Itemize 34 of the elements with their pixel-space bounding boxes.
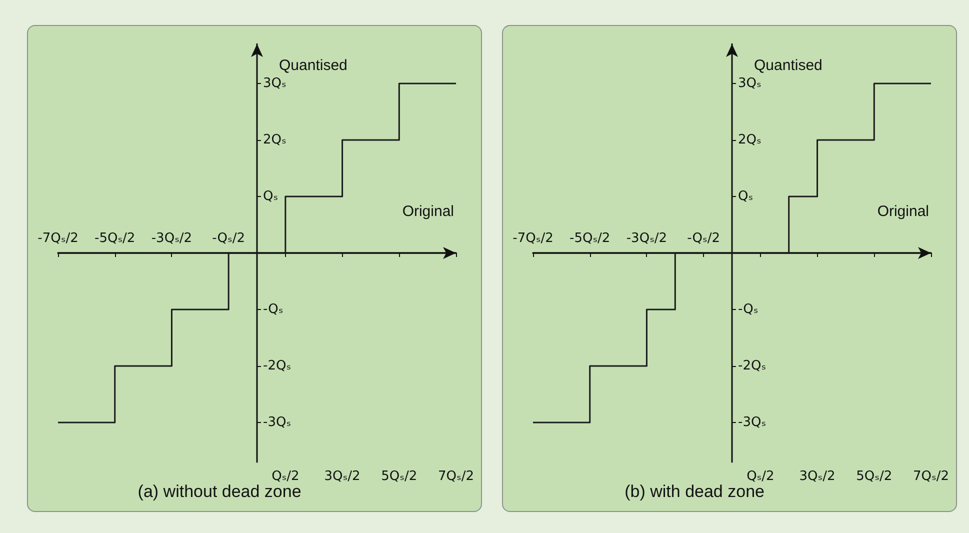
x-tick-label: 3Qₛ/2 xyxy=(799,469,836,484)
y-tick-label: 2Qₛ xyxy=(738,132,762,148)
x-tick-label: -3Qₛ/2 xyxy=(626,231,668,246)
x-axis-title: Original xyxy=(402,203,454,220)
x-tick-label: Qₛ/2 xyxy=(746,469,774,484)
x-tick-label: -Qₛ/2 xyxy=(212,231,246,246)
x-axis-title: Original xyxy=(877,203,929,220)
y-tick-label: Qₛ xyxy=(263,189,278,204)
x-tick-label: 7Qₛ/2 xyxy=(438,469,474,484)
y-axis-title: Quantised xyxy=(279,57,348,74)
x-tick-label: -5Qₛ/2 xyxy=(570,231,610,246)
y-tick-label: 3Qₛ xyxy=(738,76,762,92)
x-tick-label: 5Qₛ/2 xyxy=(381,469,418,484)
x-tick-label: -7Qₛ/2 xyxy=(38,231,78,246)
y-tick-label: -Qₛ xyxy=(738,302,758,317)
y-tick-label: -2Qₛ xyxy=(263,358,292,374)
x-tick-label: 5Qₛ/2 xyxy=(856,469,892,484)
text: (b) with dead zone xyxy=(624,482,764,501)
x-tick-label: Qₛ/2 xyxy=(272,469,300,484)
y-tick-label: 3Qₛ xyxy=(263,76,287,92)
text: (a) without dead zone xyxy=(138,482,302,501)
x-tick-label: -5Qₛ/2 xyxy=(94,231,136,246)
x-tick-label: 3Qₛ/2 xyxy=(324,469,360,484)
y-tick-label: -2Qₛ xyxy=(738,358,766,374)
y-axis-title: Quantised xyxy=(754,57,822,74)
y-tick-label: -Qₛ xyxy=(263,302,284,317)
x-tick-label: -7Qₛ/2 xyxy=(512,231,554,246)
y-tick-label: -3Qₛ xyxy=(263,414,292,430)
y-tick-label: 2Qₛ xyxy=(263,132,287,148)
y-tick-label: -3Qₛ xyxy=(738,414,766,430)
y-tick-label: Qₛ xyxy=(738,189,754,204)
x-tick-label: 7Qₛ/2 xyxy=(912,469,950,484)
x-tick-label: -3Qₛ/2 xyxy=(151,231,192,246)
x-tick-label: -Qₛ/2 xyxy=(687,231,720,246)
